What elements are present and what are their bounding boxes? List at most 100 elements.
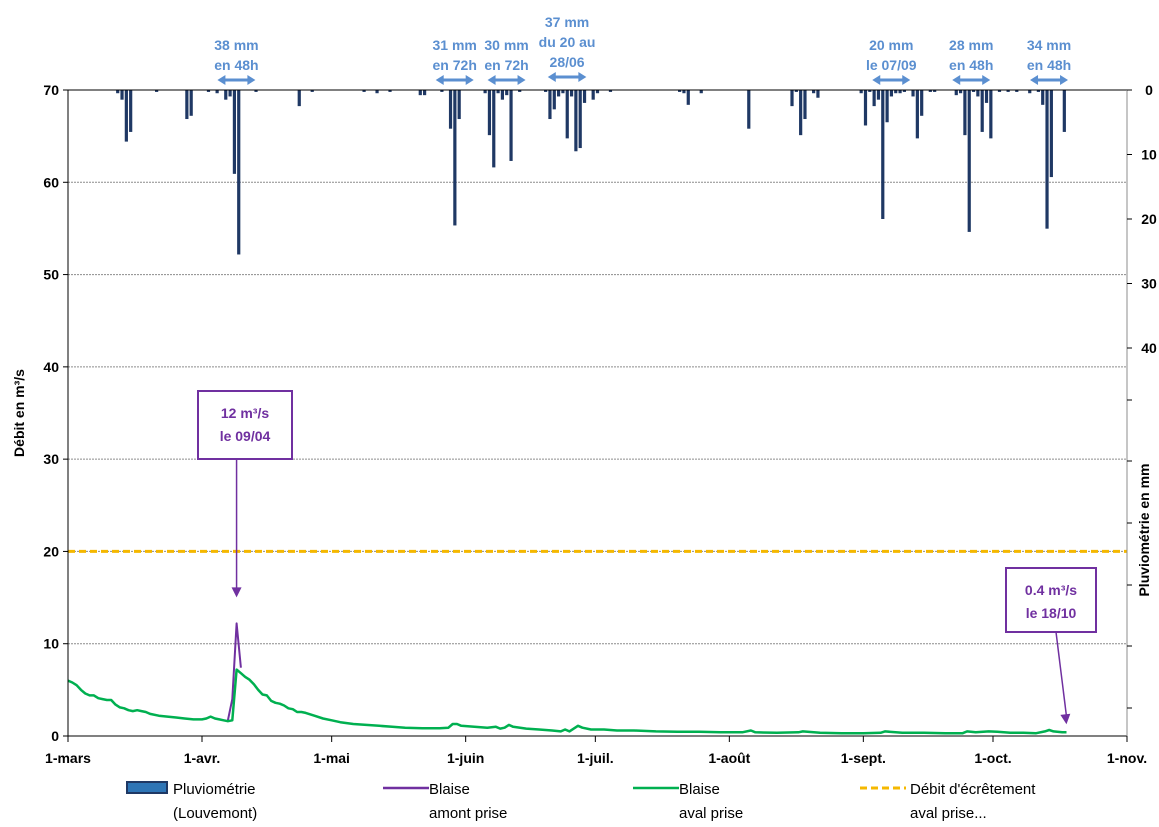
rain-bar — [124, 90, 128, 142]
rain-bar — [747, 90, 751, 129]
rain-bar — [224, 90, 228, 100]
callout-line1: 0.4 m³/s — [1025, 582, 1077, 598]
right-tick-label: 0 — [1145, 82, 1153, 98]
rain-bar — [889, 90, 894, 97]
rain-bar — [682, 90, 686, 94]
rain-bar — [591, 90, 595, 100]
rain-bar — [1049, 90, 1053, 178]
rain-event-label: en 72h — [484, 57, 528, 73]
rain-bar — [548, 90, 552, 120]
rain-bar — [1006, 90, 1010, 92]
rain-bar — [984, 90, 989, 103]
legend-label-aval: Blaise — [679, 781, 720, 798]
rain-bar — [228, 90, 232, 97]
rain-bar — [457, 90, 461, 120]
left-tick-label: 0 — [51, 728, 59, 744]
rain-event-label: en 48h — [949, 57, 993, 73]
rain-bar — [155, 90, 159, 92]
rain-bar — [799, 90, 803, 136]
rain-bar — [232, 90, 237, 174]
left-tick-label: 60 — [43, 174, 59, 190]
rain-bar — [440, 90, 444, 92]
callout-arrowhead — [1060, 713, 1071, 725]
rain-bar — [375, 90, 379, 94]
rain-bar — [565, 90, 569, 139]
left-tick-label: 70 — [43, 82, 59, 98]
rain-bar — [185, 90, 189, 120]
callout-box — [197, 390, 293, 460]
rain-event-label: 28/06 — [550, 54, 585, 70]
rain-bar — [254, 90, 258, 92]
rain-bar — [967, 90, 971, 232]
rain-bar — [215, 90, 219, 94]
rain-bar — [544, 90, 548, 92]
rain-bar — [678, 90, 682, 92]
callout-line2: le 18/10 — [1026, 605, 1077, 621]
legend-label-pluvio: Pluviométrie — [173, 781, 256, 798]
legend-label2-ecretement: aval prise... — [910, 805, 987, 822]
rain-bar — [876, 90, 881, 100]
rain-bar — [418, 90, 422, 96]
rain-event-arrow-right — [1060, 75, 1069, 85]
rain-bar — [989, 90, 993, 139]
right-tick-label: 30 — [1141, 276, 1157, 292]
rain-bar — [206, 90, 211, 92]
rain-bar — [958, 90, 963, 94]
rain-bar — [812, 90, 816, 94]
x-tick-label: 1-août — [708, 750, 750, 766]
rain-bar — [505, 90, 509, 96]
rain-event-arrow-right — [247, 75, 256, 85]
rain-bar — [237, 90, 241, 255]
rain-event-label: 31 mm — [433, 37, 477, 53]
x-tick-label: 1-avr. — [184, 750, 221, 766]
rain-bar — [911, 90, 915, 97]
y-axis-title-right: Pluviométrie en mm — [1136, 463, 1152, 596]
rain-bar — [963, 90, 967, 136]
rain-bar — [129, 90, 133, 132]
rain-bar — [933, 90, 937, 92]
rain-bar — [518, 90, 522, 92]
rain-bar — [1036, 90, 1040, 92]
rain-event-arrow-left — [1030, 75, 1039, 85]
rain-bar — [1045, 90, 1049, 229]
rain-bar — [928, 90, 932, 92]
callout-line1: 12 m³/s — [221, 405, 269, 421]
rain-bar — [686, 90, 690, 105]
y-axis-title-left: Débit en m³/s — [11, 369, 27, 457]
rain-event-label: en 48h — [214, 57, 258, 73]
x-tick-label: 1-sept. — [841, 750, 886, 766]
rain-bar — [574, 90, 578, 152]
rain-bar — [885, 90, 889, 123]
aval-line — [67, 668, 1067, 735]
flow-lines — [67, 549, 1127, 735]
rain-bar — [699, 90, 703, 94]
rain-event-label: en 48h — [1027, 57, 1071, 73]
rain-bar — [556, 90, 561, 97]
callout-leader — [1055, 631, 1068, 717]
right-tick-label: 10 — [1141, 147, 1157, 163]
rain-event-arrow-left — [547, 72, 556, 82]
x-tick-label: 1-nov. — [1107, 750, 1147, 766]
rain-bar — [578, 90, 582, 149]
legend-label-amont: Blaise — [429, 781, 470, 798]
rain-bar — [863, 90, 868, 126]
rain-bar — [898, 90, 902, 94]
rain-bar — [496, 90, 500, 94]
left-tick-label: 30 — [43, 451, 59, 467]
rain-event-label: le 07/09 — [866, 57, 917, 73]
rain-bar — [388, 90, 392, 92]
rain-bar — [453, 90, 457, 226]
legend-swatch-pluvio — [126, 781, 168, 794]
legend-label-ecretement: Débit d'écrêtement — [910, 781, 1036, 798]
rain-bar — [859, 90, 863, 94]
rain-bar — [297, 90, 301, 107]
callout-line2: le 09/04 — [220, 428, 271, 444]
rain-bar — [954, 90, 958, 96]
rain-bar — [552, 90, 556, 110]
rain-bar — [561, 90, 565, 94]
rain-event-arrow-right — [578, 72, 587, 82]
rain-bar — [997, 90, 1002, 92]
rain-bar — [915, 90, 919, 139]
